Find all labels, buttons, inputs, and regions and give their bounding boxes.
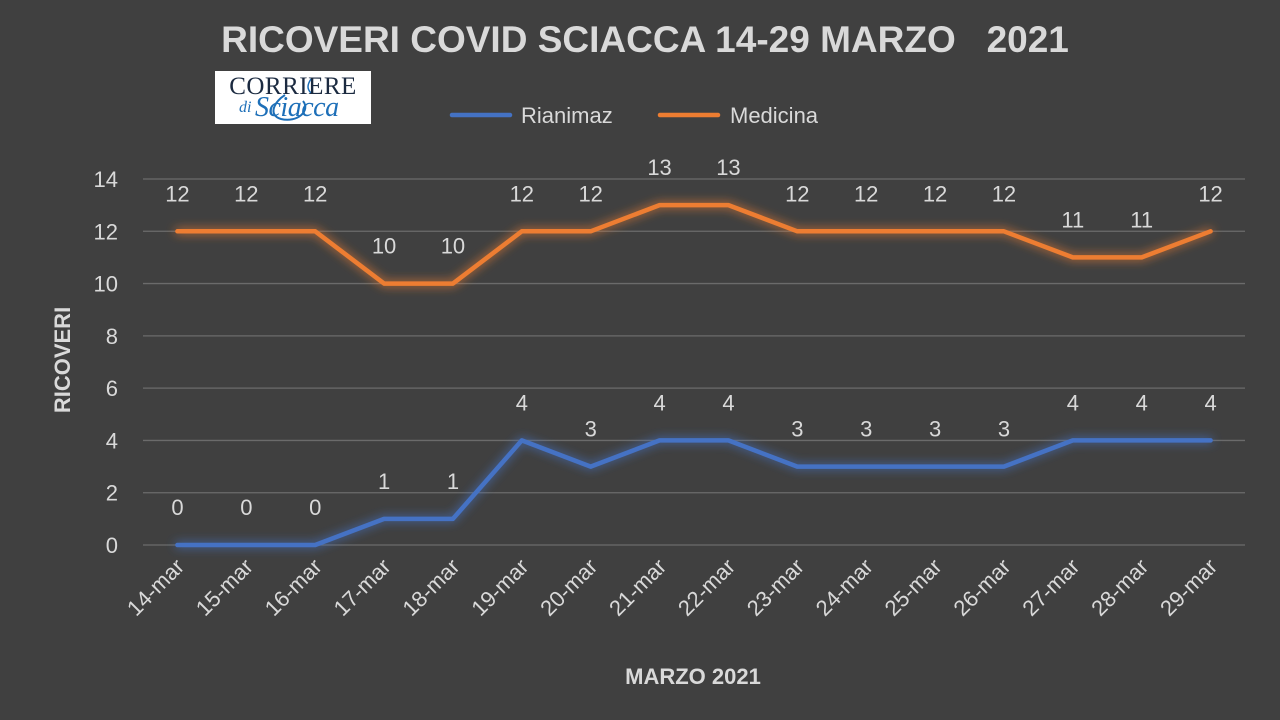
- data-label-medicina: 12: [303, 181, 327, 206]
- data-label-medicina: 11: [1130, 207, 1153, 232]
- y-axis-ticks: 0 2 4 6 8 10 12 14: [94, 167, 118, 558]
- data-label-rianimaz: 4: [653, 390, 665, 415]
- x-tick-label: 15-mar: [191, 554, 258, 621]
- data-label-rianimaz: 3: [860, 417, 872, 442]
- x-tick-label: 18-mar: [398, 554, 465, 621]
- x-tick-label: 23-mar: [742, 554, 809, 621]
- data-label-rianimaz: 3: [585, 417, 597, 442]
- legend: Rianimaz Medicina: [449, 103, 819, 128]
- x-tick-label: 29-mar: [1155, 554, 1222, 621]
- y-tick-label: 10: [94, 272, 118, 297]
- y-tick-label: 2: [106, 481, 118, 506]
- data-label-rianimaz: 4: [1204, 390, 1216, 415]
- logo-text-corriere: CORRIERE: [229, 73, 357, 100]
- x-tick-label: 28-mar: [1086, 554, 1153, 621]
- data-label-medicina: 10: [441, 234, 465, 259]
- x-tick-label: 20-mar: [535, 554, 602, 621]
- x-tick-label: 25-mar: [880, 554, 947, 621]
- data-label-medicina: 12: [234, 181, 258, 206]
- logo-text-sciacca: Sciacca: [255, 92, 339, 123]
- data-label-medicina: 12: [510, 181, 534, 206]
- data-label-medicina: 12: [785, 181, 809, 206]
- series-line-rianimaz: [175, 438, 1213, 548]
- series-lines: [175, 202, 1213, 548]
- x-tick-label: 19-mar: [466, 554, 533, 621]
- chart-title: RICOVERI COVID SCIACCA 14-29 MARZO 2021: [221, 19, 1069, 60]
- x-axis-label: MARZO 2021: [625, 664, 761, 689]
- data-label-rianimaz: 3: [929, 417, 941, 442]
- data-label-rianimaz: 3: [791, 417, 803, 442]
- y-tick-label: 8: [106, 324, 118, 349]
- gridlines: [143, 178, 1245, 546]
- x-tick-label: 26-mar: [949, 554, 1016, 621]
- data-label-rianimaz: 0: [309, 495, 321, 520]
- data-label-rianimaz: 4: [1136, 390, 1148, 415]
- corriere-di-sciacca-logo: CORRIERE di Sciacca: [215, 71, 371, 124]
- data-label-rianimaz: 0: [171, 495, 183, 520]
- y-tick-label: 6: [106, 376, 118, 401]
- data-label-rianimaz: 1: [447, 469, 459, 494]
- x-tick-label: 21-mar: [604, 554, 671, 621]
- y-tick-label: 12: [94, 219, 118, 244]
- x-tick-label: 17-mar: [329, 554, 396, 621]
- data-label-medicina: 12: [1198, 181, 1222, 206]
- y-tick-label: 14: [94, 167, 118, 192]
- data-label-rianimaz: 4: [722, 390, 734, 415]
- series-line-medicina: [175, 202, 1213, 286]
- data-label-rianimaz: 0: [240, 495, 252, 520]
- x-tick-label: 14-mar: [122, 554, 189, 621]
- x-axis-ticks: 14-mar 15-mar 16-mar 17-mar 18-mar 19-mar 20-m…: [122, 554, 1222, 621]
- x-tick-label: 27-mar: [1017, 554, 1084, 621]
- data-label-medicina: 13: [716, 155, 740, 180]
- data-label-medicina: 13: [647, 155, 671, 180]
- logo-swirl-icon: [272, 78, 312, 121]
- data-label-medicina: 12: [923, 181, 947, 206]
- data-label-medicina: 12: [992, 181, 1016, 206]
- data-label-medicina: 12: [854, 181, 878, 206]
- x-tick-label: 22-mar: [673, 554, 740, 621]
- x-tick-label: 16-mar: [260, 554, 327, 621]
- legend-label-rianimaz: Rianimaz: [521, 103, 613, 128]
- data-label-medicina: 10: [372, 234, 396, 259]
- data-label-rianimaz: 4: [516, 390, 528, 415]
- data-label-medicina: 12: [165, 181, 189, 206]
- y-axis-label: RICOVERI: [50, 307, 75, 413]
- y-tick-label: 4: [106, 428, 118, 453]
- y-tick-label: 0: [106, 533, 118, 558]
- data-label-rianimaz: 3: [998, 417, 1010, 442]
- x-tick-label: 24-mar: [811, 554, 878, 621]
- data-label-medicina: 12: [578, 181, 602, 206]
- logo-text-di: di: [239, 99, 252, 116]
- legend-label-medicina: Medicina: [730, 103, 819, 128]
- data-label-rianimaz: 1: [378, 469, 390, 494]
- data-label-rianimaz: 4: [1067, 390, 1079, 415]
- data-label-medicina: 11: [1061, 207, 1084, 232]
